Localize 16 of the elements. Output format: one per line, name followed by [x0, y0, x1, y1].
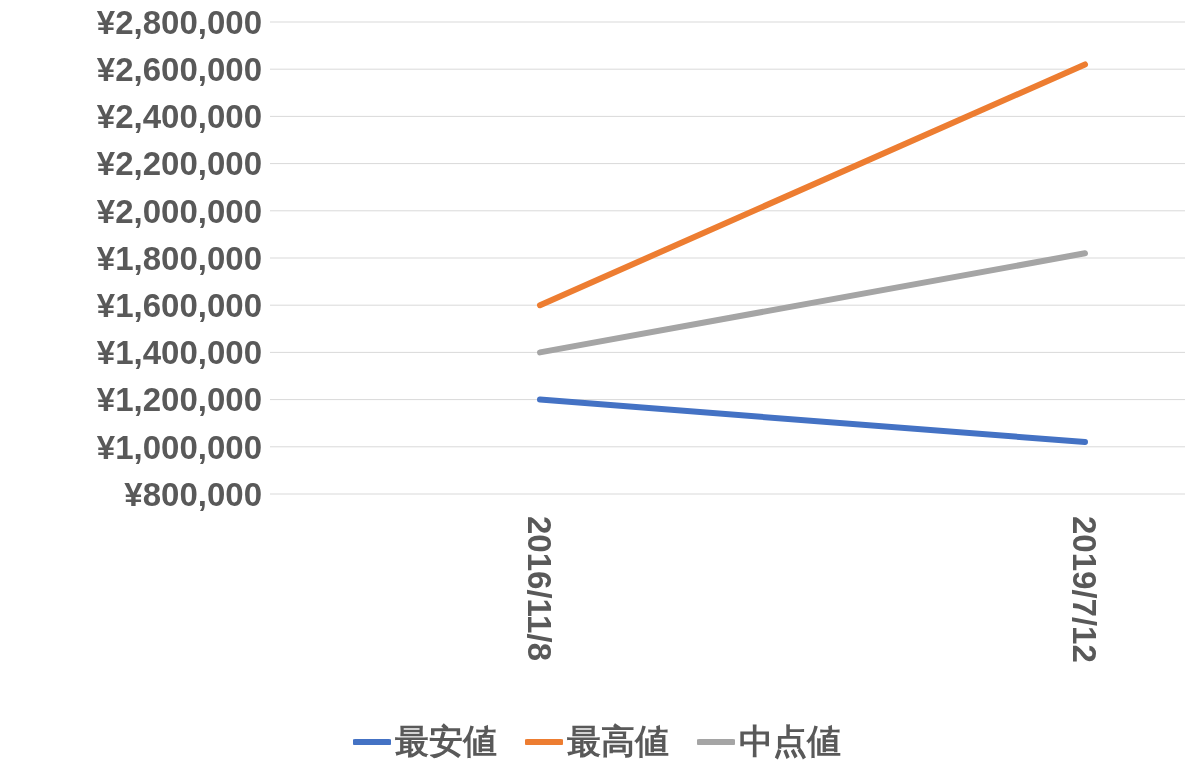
x-tick-label: 2019/7/12	[1066, 516, 1104, 663]
y-tick-label: ¥1,800,000	[96, 239, 262, 277]
legend-label: 中点値	[738, 721, 841, 762]
y-tick-label: ¥2,000,000	[96, 192, 262, 230]
legend-label: 最安値	[394, 721, 497, 762]
x-tick-label: 2016/11/8	[521, 516, 559, 661]
y-tick-label: ¥2,800,000	[96, 3, 262, 41]
y-tick-label: ¥1,000,000	[96, 428, 262, 466]
y-tick-label: ¥800,000	[124, 475, 262, 513]
y-tick-label: ¥1,400,000	[96, 334, 262, 372]
y-tick-label: ¥2,400,000	[96, 98, 262, 136]
legend-label: 最高値	[566, 721, 669, 762]
y-tick-label: ¥1,600,000	[96, 286, 262, 324]
y-tick-label: ¥1,200,000	[96, 381, 262, 419]
y-tick-label: ¥2,200,000	[96, 145, 262, 183]
y-tick-label: ¥2,600,000	[96, 50, 262, 88]
